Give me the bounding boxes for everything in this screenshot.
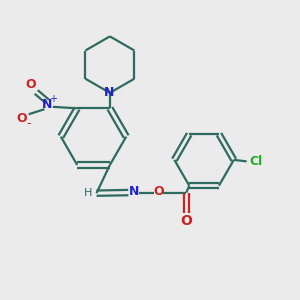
Text: Cl: Cl (249, 155, 262, 168)
Text: +: + (50, 94, 57, 104)
Text: N: N (42, 98, 52, 111)
Text: O: O (26, 78, 36, 91)
Text: O: O (16, 112, 27, 125)
Text: N: N (128, 185, 139, 198)
Text: H: H (84, 188, 92, 198)
Text: O: O (180, 214, 192, 227)
Text: -: - (26, 117, 30, 130)
Text: N: N (104, 86, 115, 99)
Text: O: O (153, 185, 164, 198)
